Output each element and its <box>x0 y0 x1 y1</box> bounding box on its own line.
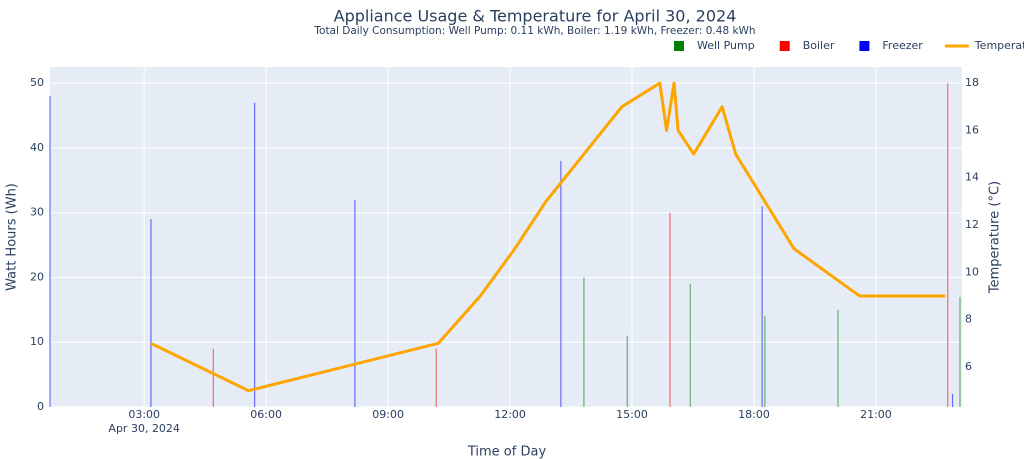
y2-tick-label: 8 <box>965 313 972 326</box>
legend-label: Temperature <box>974 39 1024 52</box>
marks <box>49 81 961 408</box>
legend-label: Freezer <box>882 39 923 52</box>
bar <box>951 394 954 407</box>
bar <box>254 102 256 407</box>
x-tick-label: 12:00 <box>494 408 526 421</box>
x-tick-label: 09:00 <box>372 408 404 421</box>
plot-area <box>50 67 962 407</box>
y2-tick-label: 16 <box>965 123 979 136</box>
y-tick-label: 40 <box>30 141 44 154</box>
x-tick-label: 18:00 <box>738 408 770 421</box>
y-tick-label: 0 <box>37 400 44 413</box>
chart-subtitle: Total Daily Consumption: Well Pump: 0.11… <box>313 25 755 37</box>
x-tick-label: 15:00 <box>616 408 648 421</box>
bar <box>560 160 562 407</box>
bar <box>583 277 585 407</box>
bar <box>837 309 839 407</box>
y-tick-label: 50 <box>30 76 44 89</box>
legend-swatch <box>859 41 870 51</box>
x-tick-label: 21:00 <box>860 408 892 421</box>
x-axis-title: Time of Day <box>467 445 547 459</box>
bar <box>354 199 356 407</box>
bar <box>49 96 51 408</box>
bar <box>212 348 214 407</box>
y2-tick-label: 12 <box>965 218 979 231</box>
legend-label: Well Pump <box>697 39 755 52</box>
temperature-line <box>150 81 946 393</box>
legend: Well Pump Boiler Freezer Temperature <box>674 39 1024 52</box>
bar <box>761 206 763 407</box>
legend-label: Boiler <box>803 39 835 52</box>
chart-title: Appliance Usage & Temperature for April … <box>334 7 737 26</box>
x-date-label: Apr 30, 2024 <box>108 422 180 435</box>
y2-tick-label: 18 <box>965 76 979 89</box>
legend-swatch <box>779 41 790 51</box>
bar <box>947 83 949 407</box>
grid <box>50 67 962 408</box>
y-tick-label: 30 <box>30 206 44 219</box>
x-tick-label: 03:00 <box>128 408 160 421</box>
y2-tick-label: 14 <box>965 171 979 184</box>
y2-tick-label: 6 <box>965 360 972 373</box>
legend-swatch <box>674 41 684 51</box>
y-axis-title: Watt Hours (Wh) <box>5 183 20 291</box>
x-tick-label: 06:00 <box>250 408 282 421</box>
y-tick-label: 20 <box>30 270 44 283</box>
bar <box>959 296 961 407</box>
bar <box>689 283 691 407</box>
bar <box>626 335 628 407</box>
bar <box>669 212 671 407</box>
bar <box>764 316 766 407</box>
y-tick-label: 10 <box>30 335 44 348</box>
y2-axis-title: Temperature (°C) <box>988 181 1003 294</box>
bar <box>435 348 437 407</box>
bar <box>150 219 152 407</box>
y2-tick-label: 10 <box>965 265 979 278</box>
